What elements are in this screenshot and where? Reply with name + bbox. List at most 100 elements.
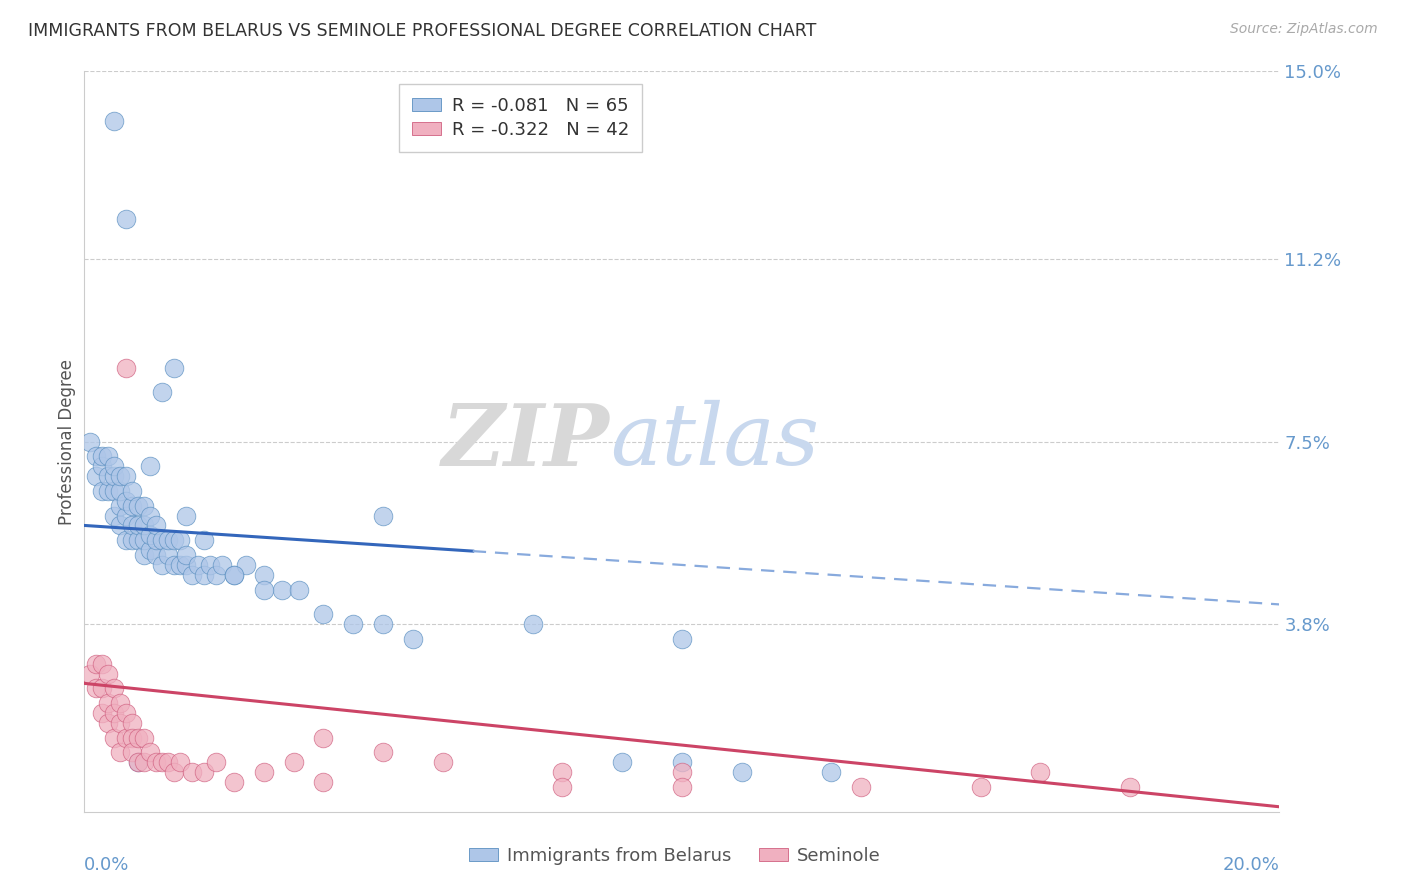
Point — [91, 459, 114, 474]
Point — [253, 582, 276, 597]
Point — [115, 533, 138, 548]
Point — [139, 746, 162, 760]
Text: atlas: atlas — [610, 401, 820, 483]
Point — [103, 469, 125, 483]
Point — [312, 607, 335, 622]
Point — [222, 775, 245, 789]
Point — [312, 731, 335, 745]
Point — [169, 756, 191, 770]
Point — [139, 508, 162, 523]
Point — [127, 756, 149, 770]
Point — [121, 499, 143, 513]
Point — [851, 780, 873, 794]
Text: IMMIGRANTS FROM BELARUS VS SEMINOLE PROFESSIONAL DEGREE CORRELATION CHART: IMMIGRANTS FROM BELARUS VS SEMINOLE PROF… — [28, 22, 817, 40]
Point — [139, 459, 162, 474]
Point — [163, 360, 186, 375]
Point — [163, 765, 186, 780]
Point — [222, 567, 245, 582]
Point — [373, 617, 395, 632]
Point — [86, 657, 108, 671]
Point — [110, 483, 132, 498]
Point — [91, 681, 114, 696]
Point — [103, 681, 125, 696]
Point — [432, 756, 454, 770]
Point — [181, 567, 204, 582]
Point — [551, 780, 574, 794]
Point — [110, 696, 132, 710]
Point — [132, 756, 156, 770]
Point — [132, 518, 156, 533]
Point — [103, 731, 125, 745]
Point — [127, 499, 149, 513]
Y-axis label: Professional Degree: Professional Degree — [58, 359, 76, 524]
Point — [115, 212, 138, 227]
Point — [86, 450, 108, 464]
Point — [132, 731, 156, 745]
Point — [211, 558, 233, 572]
Point — [91, 657, 114, 671]
Point — [205, 567, 228, 582]
Point — [970, 780, 993, 794]
Point — [181, 765, 204, 780]
Point — [157, 756, 180, 770]
Point — [139, 543, 162, 558]
Point — [174, 548, 197, 562]
Point — [522, 617, 544, 632]
Point — [150, 756, 173, 770]
Point — [110, 746, 132, 760]
Point — [671, 780, 693, 794]
Point — [115, 706, 138, 720]
Point — [150, 558, 173, 572]
Legend: Immigrants from Belarus, Seminole: Immigrants from Belarus, Seminole — [463, 840, 887, 872]
Point — [91, 483, 114, 498]
Point — [198, 558, 221, 572]
Point — [157, 533, 180, 548]
Point — [115, 360, 138, 375]
Point — [342, 617, 364, 632]
Point — [193, 567, 215, 582]
Point — [132, 548, 156, 562]
Point — [145, 533, 167, 548]
Point — [193, 765, 215, 780]
Point — [97, 666, 120, 681]
Point — [97, 696, 120, 710]
Point — [671, 765, 693, 780]
Point — [235, 558, 257, 572]
Legend: R = -0.081   N = 65, R = -0.322   N = 42: R = -0.081 N = 65, R = -0.322 N = 42 — [399, 84, 641, 152]
Point — [145, 756, 167, 770]
Point — [312, 775, 335, 789]
Point — [121, 731, 143, 745]
Point — [1119, 780, 1142, 794]
Point — [86, 681, 108, 696]
Point — [612, 756, 634, 770]
Point — [820, 765, 842, 780]
Point — [253, 567, 276, 582]
Point — [731, 765, 754, 780]
Point — [110, 469, 132, 483]
Text: 0.0%: 0.0% — [84, 856, 129, 874]
Point — [145, 518, 167, 533]
Point — [121, 533, 143, 548]
Point — [127, 731, 149, 745]
Text: 20.0%: 20.0% — [1223, 856, 1279, 874]
Point — [86, 469, 108, 483]
Point — [1029, 765, 1052, 780]
Point — [253, 765, 276, 780]
Point — [187, 558, 209, 572]
Point — [115, 469, 138, 483]
Point — [97, 715, 120, 730]
Point — [115, 731, 138, 745]
Point — [121, 518, 143, 533]
Point — [132, 533, 156, 548]
Text: Source: ZipAtlas.com: Source: ZipAtlas.com — [1230, 22, 1378, 37]
Point — [373, 746, 395, 760]
Point — [402, 632, 425, 646]
Point — [91, 450, 114, 464]
Point — [283, 756, 305, 770]
Point — [91, 706, 114, 720]
Point — [127, 533, 149, 548]
Point — [97, 469, 120, 483]
Point — [174, 508, 197, 523]
Text: ZIP: ZIP — [443, 400, 610, 483]
Point — [110, 715, 132, 730]
